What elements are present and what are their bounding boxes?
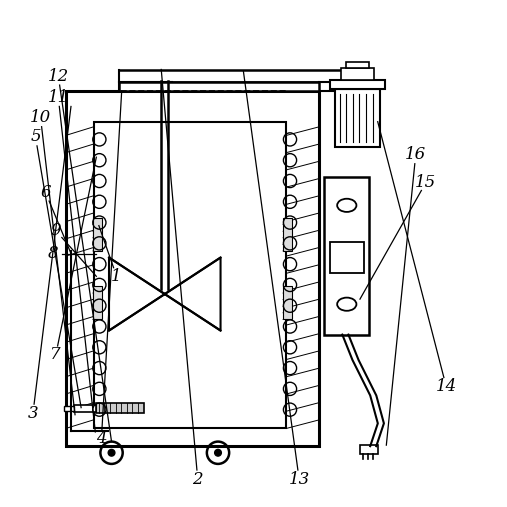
Text: 6: 6 [41, 184, 51, 201]
Text: 12: 12 [48, 67, 69, 85]
Text: 4: 4 [96, 430, 106, 447]
Text: 10: 10 [30, 109, 51, 126]
Bar [283, 218, 292, 251]
Bar [94, 122, 286, 428]
Bar [93, 218, 102, 251]
Bar [119, 82, 172, 91]
Text: 1: 1 [112, 268, 122, 285]
Bar [330, 242, 364, 273]
Bar [324, 177, 369, 335]
Bar [360, 445, 378, 454]
Text: 15: 15 [415, 174, 437, 191]
Bar [283, 286, 292, 319]
Text: 3: 3 [28, 405, 38, 422]
Bar [330, 80, 385, 89]
Bar [93, 286, 102, 319]
Text: 8: 8 [48, 245, 58, 262]
Bar [119, 82, 319, 91]
Text: 5: 5 [30, 128, 41, 146]
Polygon shape [109, 258, 165, 331]
Text: 16: 16 [405, 146, 426, 163]
Bar [346, 62, 369, 68]
Bar [319, 82, 365, 91]
Ellipse shape [337, 199, 356, 212]
Polygon shape [165, 258, 221, 331]
Bar [64, 406, 74, 411]
Text: 11: 11 [48, 89, 69, 106]
Bar [74, 405, 96, 412]
Bar [66, 91, 319, 446]
Bar [335, 89, 380, 147]
Text: 13: 13 [288, 470, 310, 488]
Text: 2: 2 [193, 470, 203, 488]
Text: 7: 7 [51, 346, 61, 364]
Bar [96, 403, 144, 413]
Bar [341, 68, 374, 80]
Text: 14: 14 [436, 378, 457, 395]
Circle shape [214, 449, 222, 456]
Circle shape [108, 449, 115, 456]
Ellipse shape [337, 298, 356, 311]
Text: 9: 9 [51, 222, 61, 239]
